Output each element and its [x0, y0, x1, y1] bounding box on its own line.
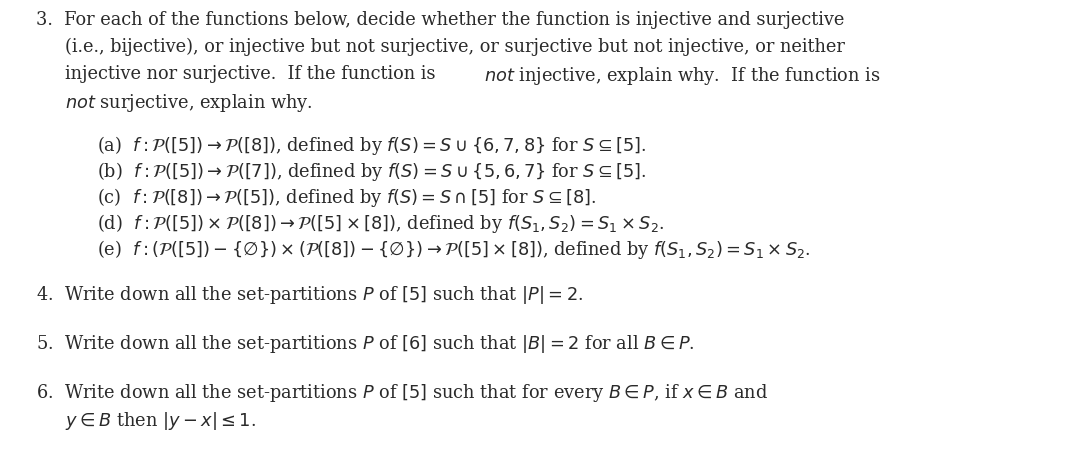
Text: (d)  $f : \mathcal{P}([5]) \times \mathcal{P}([8]) \to \mathcal{P}([5] \times [8: (d) $f : \mathcal{P}([5]) \times \mathca… — [97, 212, 664, 235]
Text: $\mathit{not}$ injective, explain why.  If the function is: $\mathit{not}$ injective, explain why. I… — [484, 65, 880, 87]
Text: 3.  For each of the functions below, decide whether the function is injective an: 3. For each of the functions below, deci… — [36, 11, 843, 30]
Text: (b)  $f : \mathcal{P}([5]) \to \mathcal{P}([7])$, defined by $f(S) = S \cup \{5,: (b) $f : \mathcal{P}([5]) \to \mathcal{P… — [97, 160, 647, 183]
Text: injective nor surjective.  If the function is: injective nor surjective. If the functio… — [65, 65, 441, 83]
Text: 6.  Write down all the set-partitions $P$ of $[5]$ such that for every $B \in P$: 6. Write down all the set-partitions $P$… — [36, 382, 768, 404]
Text: (e)  $f : (\mathcal{P}([5]) - \{\emptyset\}) \times (\mathcal{P}([8]) - \{\empty: (e) $f : (\mathcal{P}([5]) - \{\emptyset… — [97, 238, 811, 261]
Text: (a)  $f : \mathcal{P}([5]) \to \mathcal{P}([8])$, defined by $f(S) = S \cup \{6,: (a) $f : \mathcal{P}([5]) \to \mathcal{P… — [97, 134, 647, 157]
Text: 4.  Write down all the set-partitions $P$ of $[5]$ such that $|P| = 2$.: 4. Write down all the set-partitions $P$… — [36, 284, 583, 306]
Text: $\mathit{not}$ surjective, explain why.: $\mathit{not}$ surjective, explain why. — [65, 92, 312, 114]
Text: (c)  $f : \mathcal{P}([8]) \to \mathcal{P}([5])$, defined by $f(S) = S \cap [5]$: (c) $f : \mathcal{P}([8]) \to \mathcal{P… — [97, 186, 597, 209]
Text: 5.  Write down all the set-partitions $P$ of $[6]$ such that $|B| = 2$ for all $: 5. Write down all the set-partitions $P$… — [36, 333, 694, 355]
Text: $y \in B$ then $|y - x| \leq 1$.: $y \in B$ then $|y - x| \leq 1$. — [65, 410, 256, 431]
Text: (i.e., bijective), or injective but not surjective, or surjective but not inject: (i.e., bijective), or injective but not … — [65, 38, 845, 56]
